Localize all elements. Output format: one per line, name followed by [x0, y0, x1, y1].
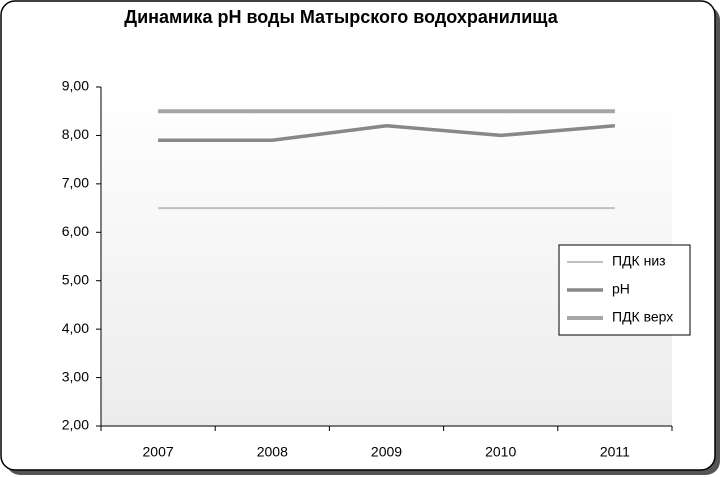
series-line	[158, 123, 616, 143]
legend-label: ПДК низ	[612, 253, 666, 269]
legend-label: pH	[612, 281, 630, 297]
y-tick-label: 9,00	[62, 78, 89, 94]
x-tick-label: 2009	[371, 444, 402, 460]
x-tick-label: 2011	[600, 444, 630, 460]
y-tick-label: 8,00	[62, 126, 89, 142]
y-tick-label: 6,00	[62, 223, 89, 239]
legend-label: ПДК верх	[612, 309, 673, 325]
y-tick-label: 3,00	[62, 368, 89, 384]
y-tick-label: 2,00	[62, 417, 89, 433]
y-tick-label: 5,00	[62, 271, 89, 287]
chart-title: Динамика pH воды Матырского водохранилищ…	[124, 7, 558, 27]
y-tick-label: 7,00	[62, 175, 89, 191]
y-tick-label: 4,00	[62, 320, 89, 336]
x-tick-label: 2008	[257, 444, 288, 460]
x-tick-label: 2010	[485, 444, 516, 460]
x-tick-label: 2007	[143, 444, 174, 460]
